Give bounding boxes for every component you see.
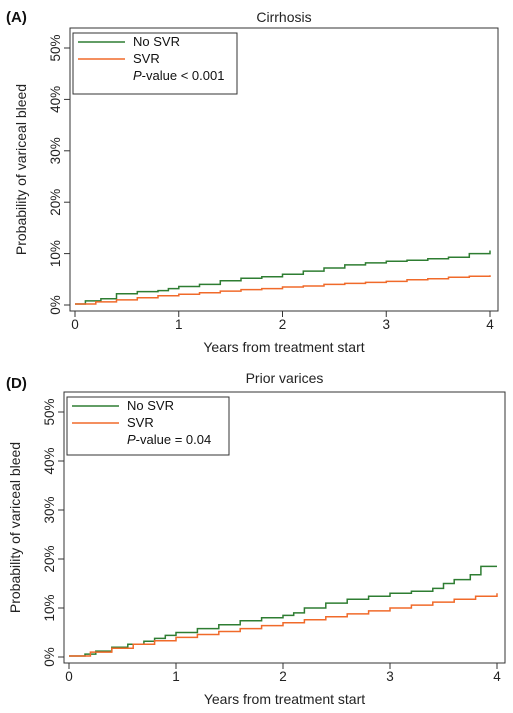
chart-title: Cirrhosis xyxy=(256,9,311,25)
y-tick-label: 0% xyxy=(42,647,57,667)
legend-entry: SVR xyxy=(133,51,160,66)
y-axis-label: Probability of variceal bleed xyxy=(13,84,29,255)
p-value-annotation: P-value < 0.001 xyxy=(133,68,224,83)
plot-area-frame xyxy=(69,27,499,312)
y-tick-label: 0% xyxy=(48,295,63,315)
legend-entry: No SVR xyxy=(133,34,180,49)
panel-label: (D) xyxy=(6,375,27,392)
y-tick-label: 10% xyxy=(42,594,57,621)
series-line-no-svr xyxy=(69,565,497,657)
y-axis-label: Probability of variceal bleed xyxy=(7,442,23,613)
y-tick-label: 50% xyxy=(42,398,57,425)
x-tick-label: 3 xyxy=(386,669,394,684)
legend-box xyxy=(72,32,238,95)
y-tick-label: 20% xyxy=(42,545,57,572)
plot-area-frame xyxy=(63,391,506,664)
y-tick-label: 10% xyxy=(48,240,63,267)
chart-title: Prior varices xyxy=(246,370,324,386)
x-tick-label: 3 xyxy=(382,317,390,332)
y-tick-label: 20% xyxy=(48,189,63,216)
series-line-svr xyxy=(69,593,498,657)
y-tick-label: 40% xyxy=(42,447,57,474)
legend: No SVR SVR P-value < 0.001 xyxy=(72,32,238,95)
x-axis-label: Years from treatment start xyxy=(203,339,364,355)
p-value-annotation: P-value = 0.04 xyxy=(127,432,211,447)
x-tick-label: 0 xyxy=(71,317,79,332)
x-tick-label: 4 xyxy=(486,317,494,332)
series-line-no-svr xyxy=(75,250,491,305)
x-tick-label: 0 xyxy=(65,669,73,684)
series-line-svr xyxy=(75,275,491,305)
x-tick-label: 4 xyxy=(493,669,501,684)
x-tick-label: 1 xyxy=(175,317,183,332)
x-tick-label: 1 xyxy=(172,669,180,684)
x-tick-label: 2 xyxy=(279,317,287,332)
legend: No SVR SVR P-value = 0.04 xyxy=(66,396,230,456)
y-tick-label: 50% xyxy=(48,34,63,61)
y-tick-label: 40% xyxy=(48,86,63,113)
panel-label: (A) xyxy=(6,9,27,26)
y-tick-label: 30% xyxy=(42,496,57,523)
legend-entry: No SVR xyxy=(127,398,174,413)
x-tick-label: 2 xyxy=(279,669,287,684)
y-tick-label: 30% xyxy=(48,137,63,164)
legend-entry: SVR xyxy=(127,415,154,430)
x-axis-label: Years from treatment start xyxy=(204,691,365,707)
